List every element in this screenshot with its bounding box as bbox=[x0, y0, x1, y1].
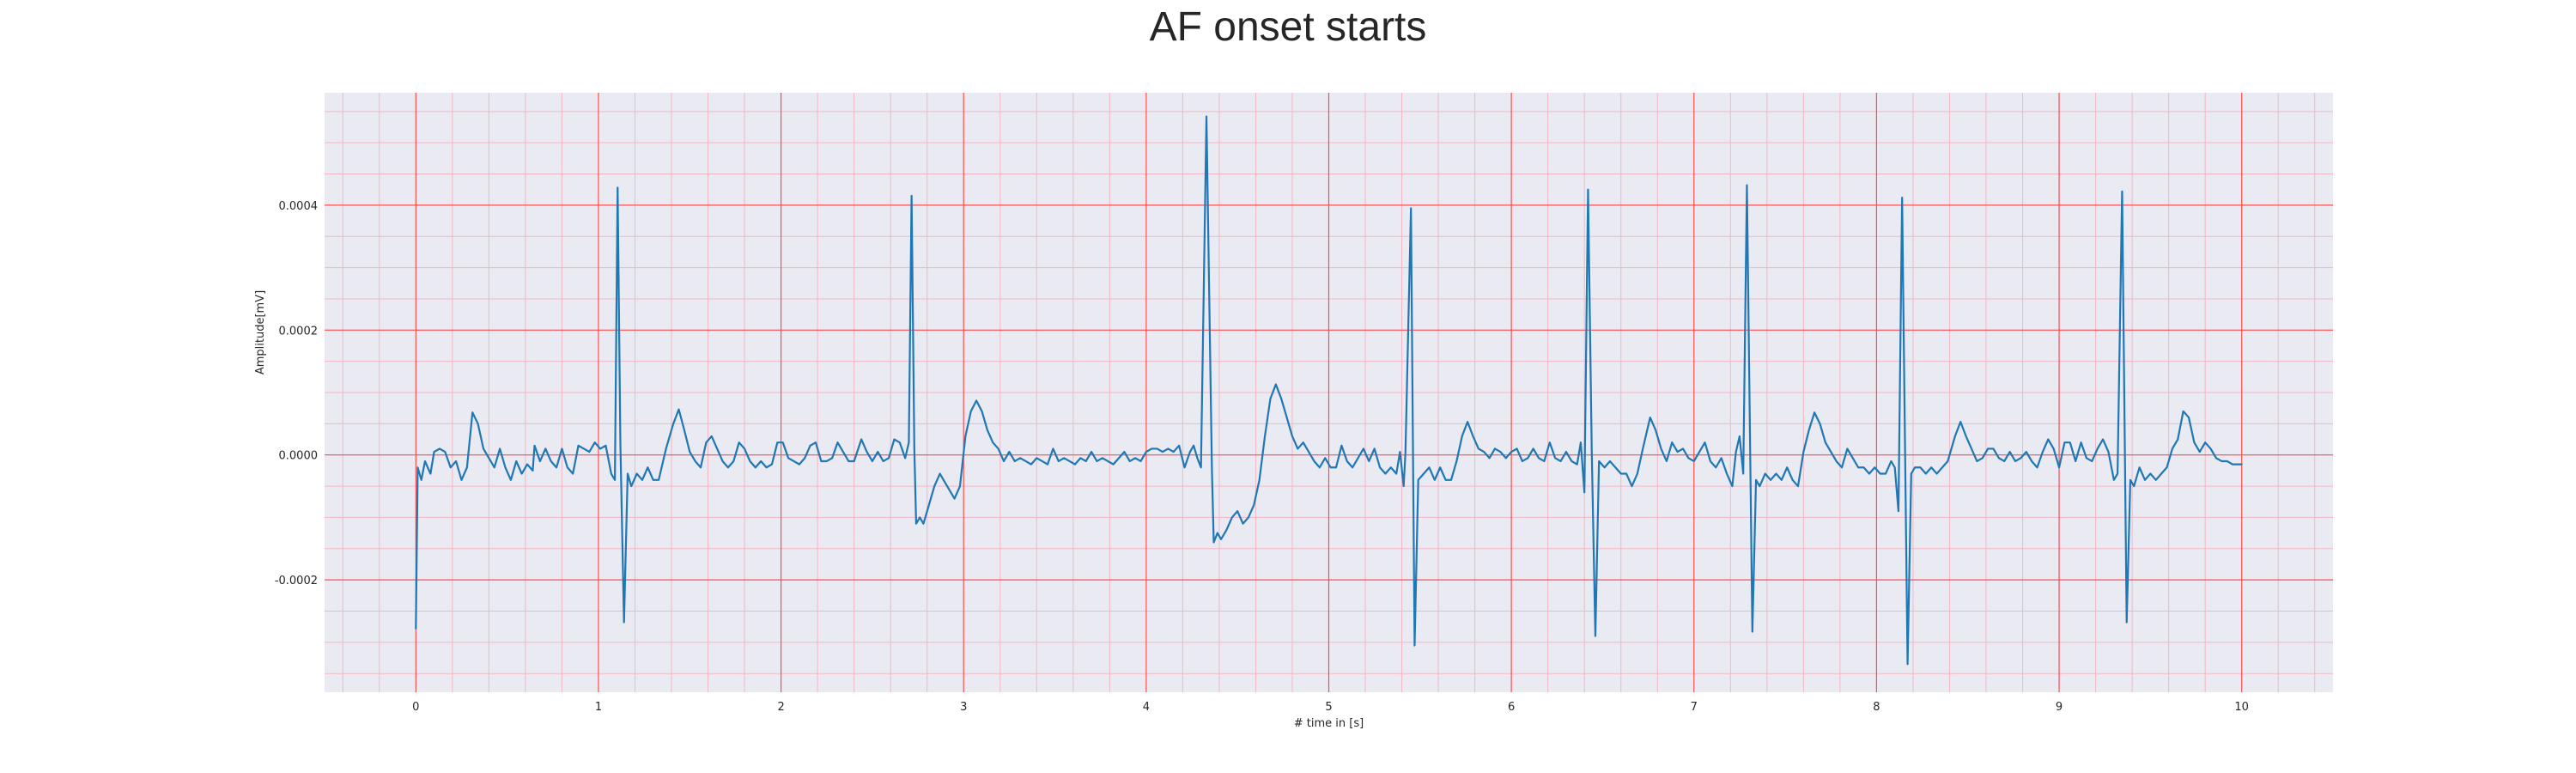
x-tick-label: 8 bbox=[1873, 701, 1880, 714]
series-layer bbox=[415, 115, 2243, 666]
x-tick-label: 1 bbox=[595, 701, 602, 714]
x-tick-label: 2 bbox=[777, 701, 784, 714]
x-tick-label: 0 bbox=[412, 701, 419, 714]
y-tick-label: -0.0002 bbox=[275, 575, 318, 587]
x-tick-label: 5 bbox=[1325, 701, 1332, 714]
x-tick-label: 4 bbox=[1143, 701, 1150, 714]
chart-title: AF onset starts bbox=[1149, 4, 1427, 50]
series-line-0 bbox=[415, 115, 2243, 666]
y-tick-label: 0.0004 bbox=[279, 200, 319, 213]
y-axis-label: Amplitude[mV] bbox=[254, 290, 267, 374]
x-axis-label: # time in [s] bbox=[1294, 717, 1364, 730]
x-tick-labels: 0 1 2 3 4 5 6 7 8 9 10 bbox=[412, 701, 2249, 714]
x-tick-label: 6 bbox=[1508, 701, 1515, 714]
x-tick-label: 9 bbox=[2056, 701, 2063, 714]
y-tick-labels: -0.0002 0.0000 0.0002 0.0004 bbox=[275, 200, 318, 587]
major-grid bbox=[325, 93, 2333, 692]
x-tick-label: 10 bbox=[2234, 701, 2249, 714]
y-tick-label: 0.0002 bbox=[279, 325, 319, 338]
x-tick-label: 3 bbox=[960, 701, 967, 714]
y-tick-label: 0.0000 bbox=[279, 450, 319, 463]
x-tick-label: 7 bbox=[1691, 701, 1698, 714]
